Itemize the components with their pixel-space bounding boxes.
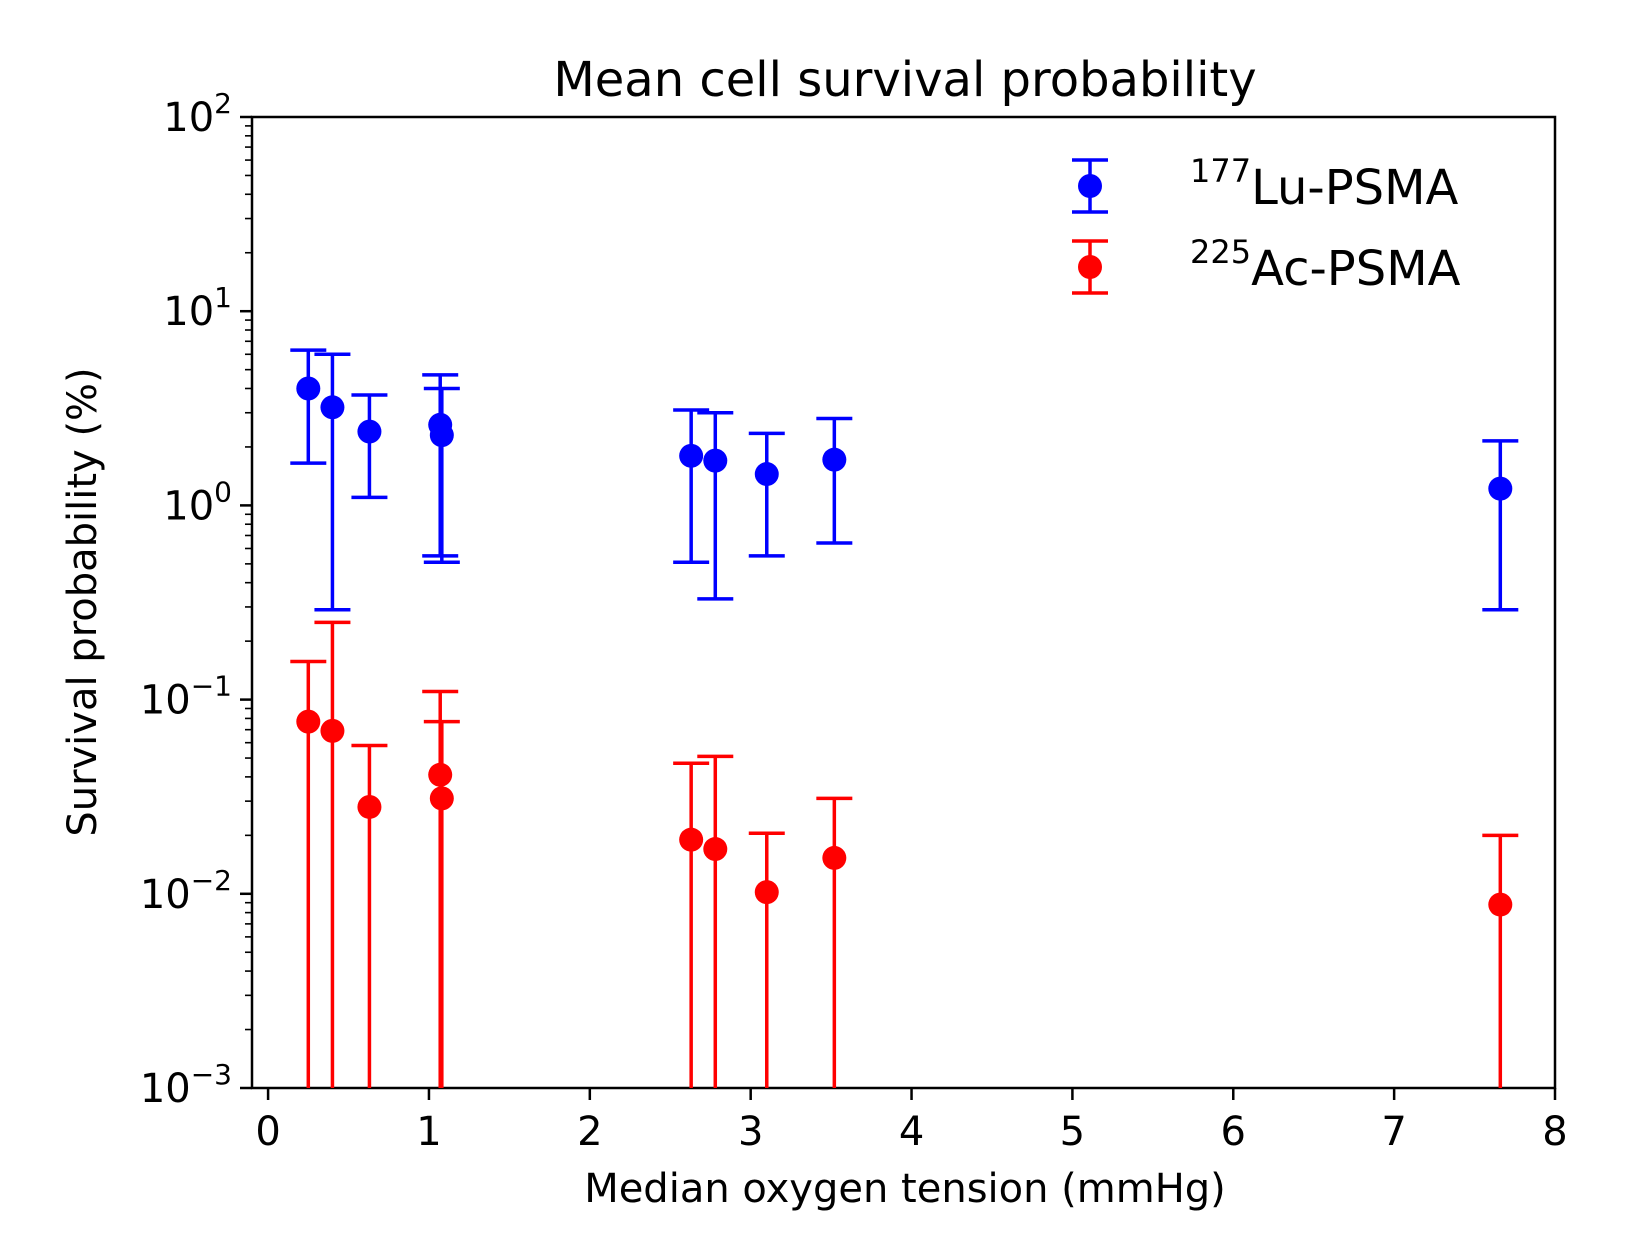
y-tick-label: 101 bbox=[163, 281, 232, 335]
ac-psma-point bbox=[679, 827, 704, 852]
x-axis-label: Median oxygen tension (mmHg) bbox=[584, 1166, 1226, 1212]
y-tick-label: 102 bbox=[163, 87, 232, 141]
lu-psma-point bbox=[357, 419, 382, 444]
lu-psma-point bbox=[679, 443, 704, 468]
plot-frame bbox=[250, 115, 1557, 1090]
legend-ac-psma-marker bbox=[1078, 255, 1102, 279]
y-tick-label: 10−1 bbox=[140, 670, 232, 724]
legend-lu-psma-label: 177Lu-PSMA bbox=[1190, 152, 1459, 216]
ac-psma-point bbox=[703, 837, 728, 862]
lu-psma-point bbox=[296, 376, 321, 401]
ac-psma-point bbox=[320, 718, 345, 743]
x-tick-label: 7 bbox=[1381, 1109, 1406, 1155]
ac-psma-point bbox=[429, 786, 454, 811]
lu-psma-point bbox=[429, 423, 454, 448]
x-tick-label: 1 bbox=[416, 1109, 441, 1155]
x-tick-label: 4 bbox=[899, 1109, 924, 1155]
ac-psma-point bbox=[822, 845, 847, 870]
lu-psma-point bbox=[703, 448, 728, 473]
chart-title: Mean cell survival probability bbox=[553, 52, 1256, 108]
y-tick-label: 10−3 bbox=[140, 1058, 232, 1112]
x-tick-label: 2 bbox=[577, 1109, 602, 1155]
x-tick-label: 6 bbox=[1221, 1109, 1246, 1155]
legend-ac-psma-label: 225Ac-PSMA bbox=[1190, 233, 1461, 297]
x-tick-label: 5 bbox=[1060, 1109, 1085, 1155]
lu-psma-point bbox=[754, 462, 779, 487]
lu-psma-point bbox=[822, 447, 847, 472]
ac-psma-point bbox=[357, 794, 382, 819]
lu-psma-point bbox=[1488, 476, 1513, 501]
lu-psma-point bbox=[320, 395, 345, 420]
y-tick-label: 100 bbox=[163, 475, 232, 529]
x-tick-label: 0 bbox=[255, 1109, 280, 1155]
y-axis-label: Survival probability (%) bbox=[60, 367, 106, 836]
plot-area: 0 1 2 3 4 5 6 7 8 10−3 10−2 10−1 100 101 102 177Lu-PSMA… bbox=[140, 87, 1568, 1155]
ac-psma-point bbox=[296, 709, 321, 734]
legend-lu-psma-marker bbox=[1078, 174, 1102, 198]
x-tick-label: 8 bbox=[1542, 1109, 1567, 1155]
ac-psma-point bbox=[1488, 892, 1513, 917]
y-tick-label: 10−2 bbox=[140, 864, 232, 918]
x-tick-label: 3 bbox=[738, 1109, 763, 1155]
ac-psma-point bbox=[754, 880, 779, 905]
